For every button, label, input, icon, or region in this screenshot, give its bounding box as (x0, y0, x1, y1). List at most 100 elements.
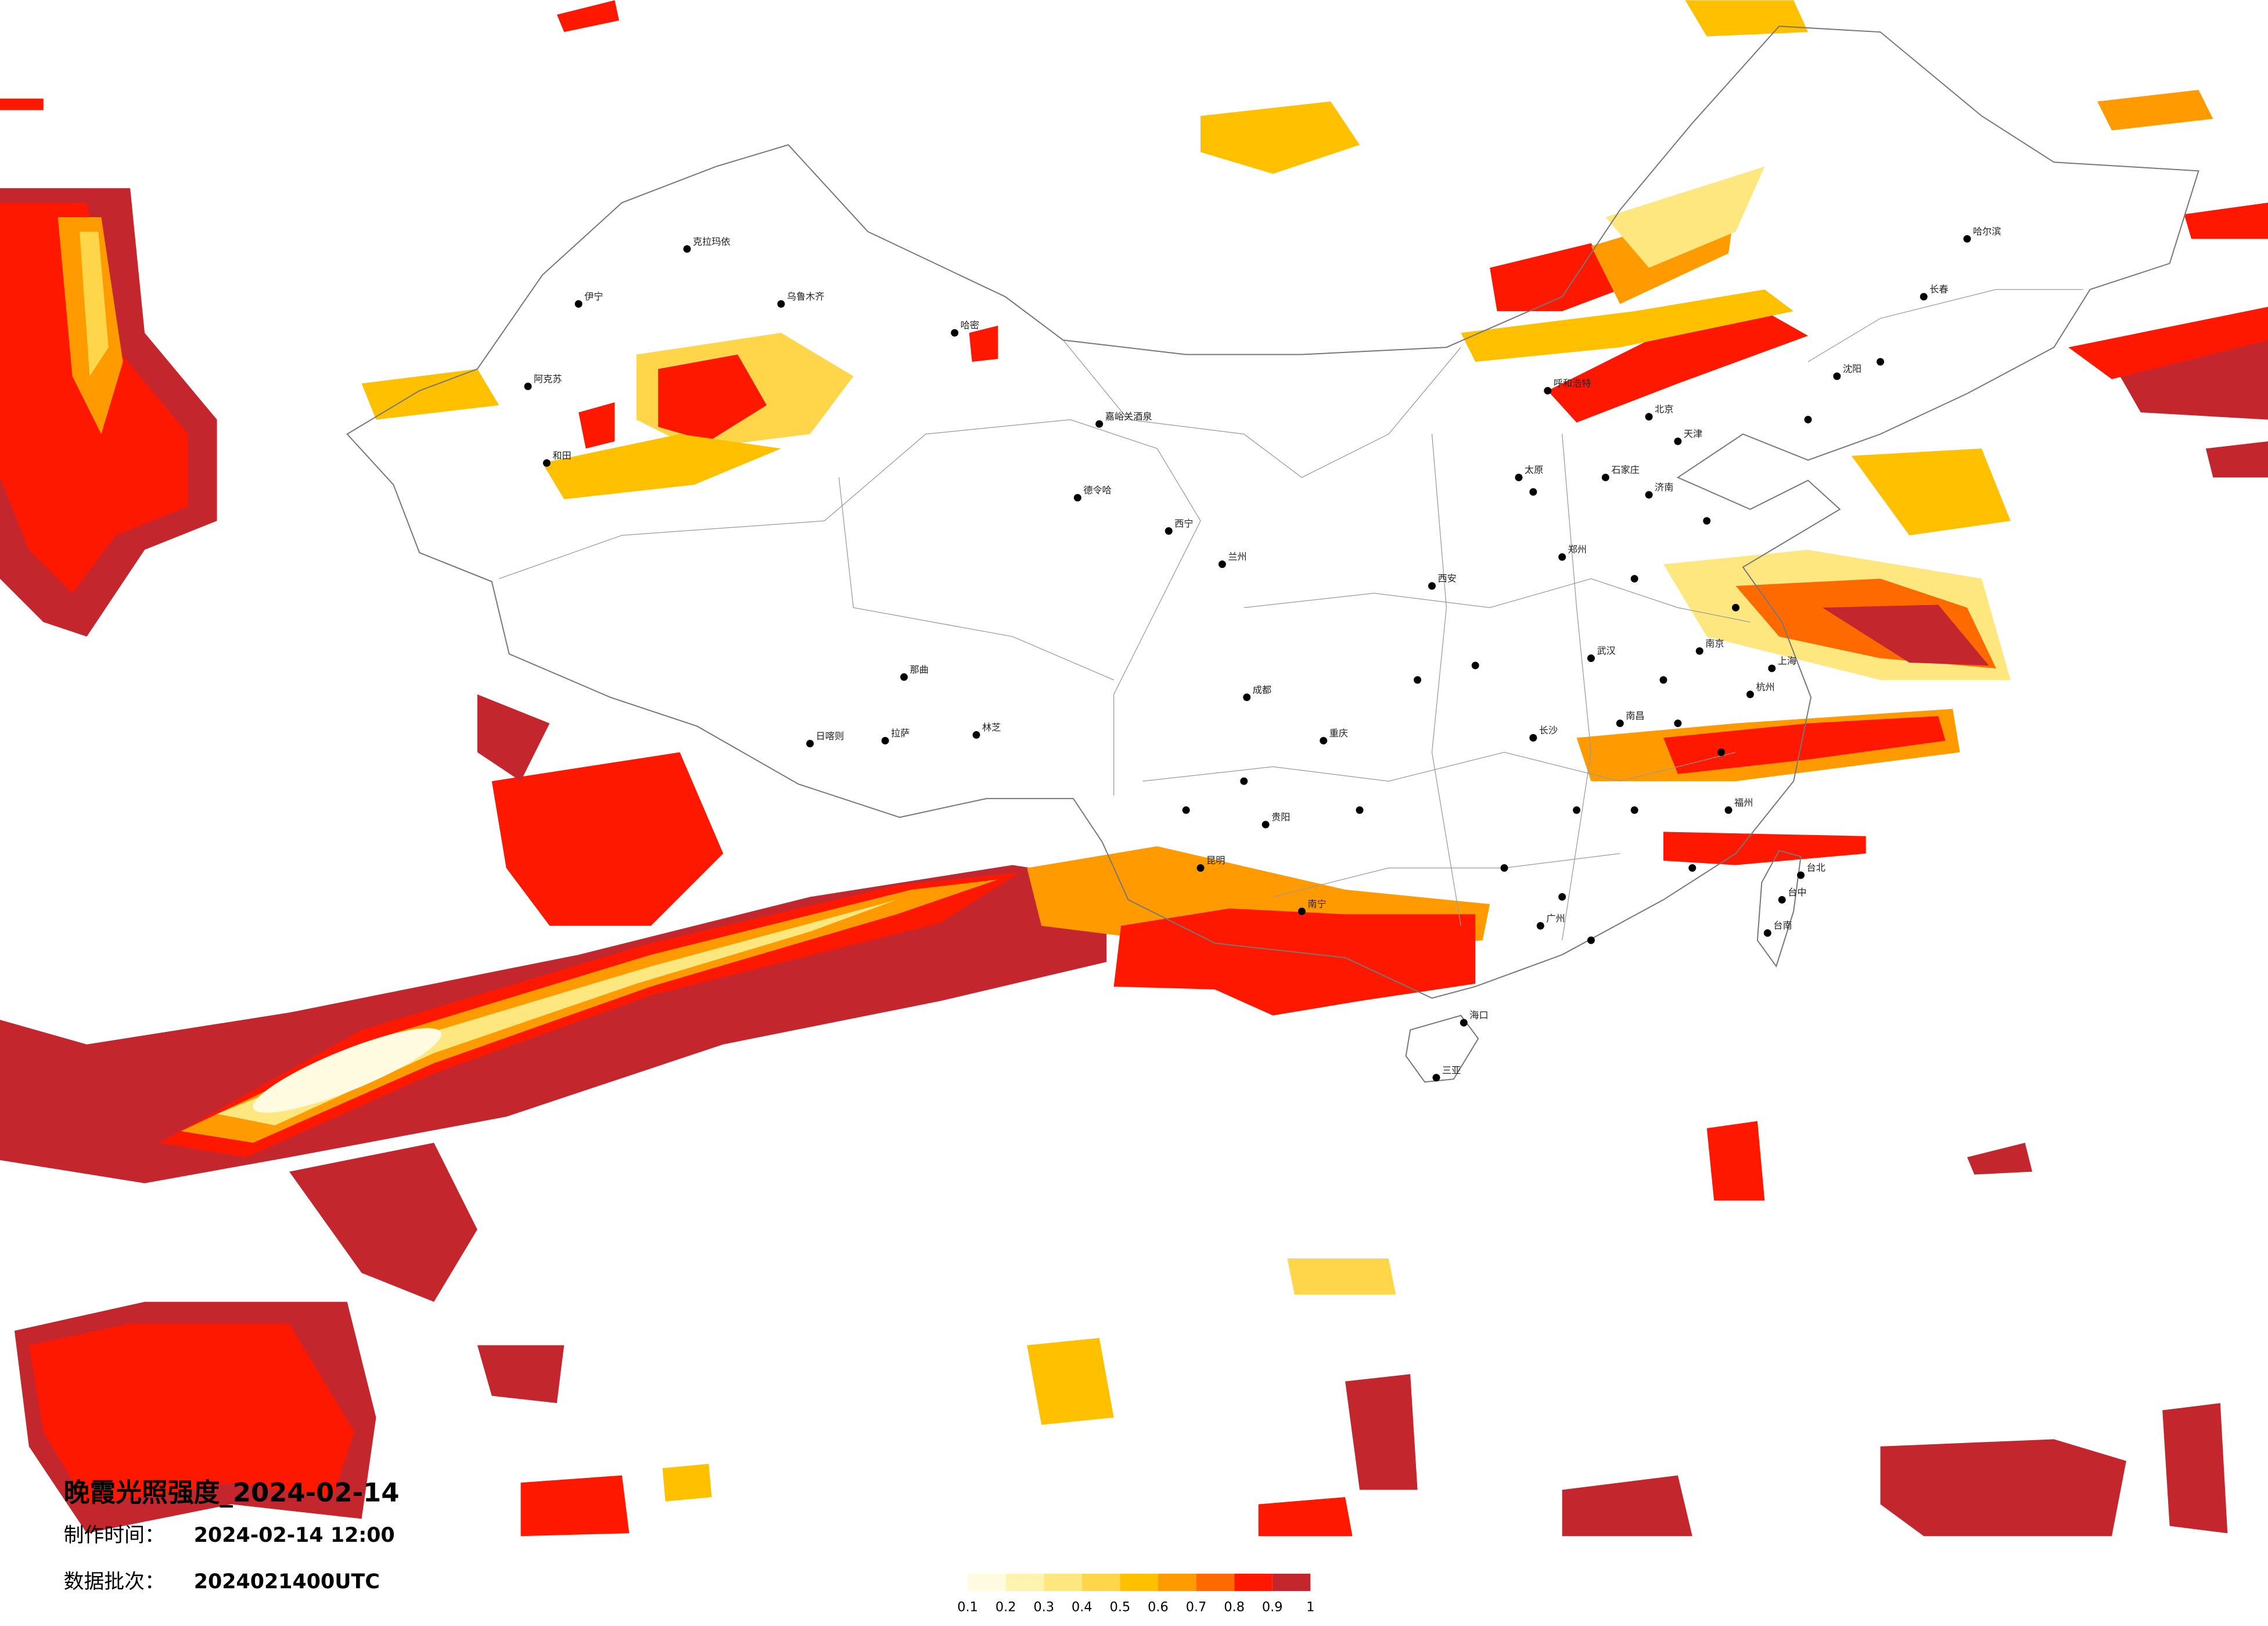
batch-label: 数据批次： (64, 1570, 165, 1593)
city-dot (1544, 387, 1552, 395)
city-dot (972, 731, 980, 739)
city-dot (1558, 893, 1566, 901)
city-label: 济南 (1655, 482, 1673, 493)
legend-tick-label: 0.1 (957, 1600, 978, 1615)
heat-patch (477, 1345, 565, 1404)
city-label: 嘉峪关酒泉 (1105, 411, 1152, 422)
heat-patch (289, 1142, 477, 1302)
city-dot (1196, 864, 1205, 872)
city-dot (1778, 895, 1786, 904)
city-dot (1587, 654, 1595, 662)
made-value: 2024-02-14 12:00 (194, 1524, 395, 1547)
city-label: 成都 (1253, 684, 1271, 695)
heat-patch (1113, 908, 1476, 1016)
city-dot (1529, 488, 1537, 496)
heat-patch (1605, 166, 1765, 268)
heat-patch (1706, 1121, 1765, 1201)
city-label: 沈阳 (1843, 363, 1861, 374)
city-dot (1616, 720, 1624, 728)
heat-patch (2068, 307, 2268, 379)
province-border (1807, 289, 2083, 362)
island-border (1756, 850, 1802, 968)
city-dot (1763, 929, 1771, 937)
city-dot (1414, 676, 1422, 684)
province-border (1431, 434, 1461, 926)
city-label: 阿克苏 (534, 373, 562, 384)
heat-patch (1461, 289, 1794, 362)
legend-tick-label: 0.9 (1262, 1600, 1283, 1615)
city-dot (900, 673, 908, 681)
city-label: 重庆 (1329, 728, 1348, 739)
city-label: 乌鲁木齐 (787, 291, 825, 302)
city-label: 福州 (1734, 797, 1753, 808)
legend-tick-label: 0.7 (1186, 1600, 1207, 1615)
heat-patch (1967, 1142, 2033, 1175)
city-label: 贵阳 (1271, 811, 1290, 822)
heat-patch (28, 1323, 355, 1505)
city-dot (542, 459, 551, 467)
heat-patch (1490, 243, 1620, 311)
heat-patch (520, 1475, 630, 1537)
legend-tick-label: 0.3 (1033, 1600, 1054, 1615)
city-dot (1500, 864, 1508, 872)
heat-patch (1345, 1374, 1418, 1490)
city-label: 长沙 (1539, 725, 1558, 736)
city-label: 哈尔滨 (1973, 226, 2001, 237)
legend-tick-label: 0.4 (1072, 1600, 1092, 1615)
city-label: 拉萨 (891, 728, 910, 739)
city-dot (1920, 293, 1928, 301)
island-border (1405, 1015, 1479, 1083)
city-dot (1356, 806, 1364, 814)
city-dot (1645, 491, 1653, 499)
city-dot (1536, 922, 1544, 930)
map-title: 晚霞光照强度_2024-02-14 (64, 1477, 400, 1508)
city-label: 南京 (1705, 638, 1724, 649)
legend-swatch (1120, 1573, 1159, 1591)
city-label: 石家庄 (1611, 465, 1640, 476)
city-label: 天津 (1684, 428, 1702, 439)
heat-patch (1880, 1439, 2126, 1537)
city-dot (1218, 560, 1226, 569)
city-dot (1746, 690, 1754, 699)
city-dot (1164, 527, 1173, 535)
legend-tick-label: 1 (1306, 1600, 1314, 1615)
city-label: 广州 (1546, 913, 1565, 924)
city-dot (1833, 372, 1841, 380)
city-dot (1601, 473, 1609, 481)
province-border (1273, 853, 1620, 898)
heat-patch (2097, 89, 2213, 131)
city-label: 海口 (1469, 1010, 1488, 1021)
city-label: 太原 (1525, 465, 1543, 476)
city-dot (777, 300, 785, 308)
city-label: 三亚 (1442, 1064, 1461, 1075)
city-dot (1768, 664, 1776, 672)
province-border (1243, 578, 1751, 623)
heat-layer (0, 0, 2268, 1537)
heat-patch (2162, 1403, 2228, 1534)
city-dot (1688, 864, 1696, 872)
province-border (498, 419, 1201, 796)
heat-patch (1027, 1338, 1114, 1425)
heat-patch (477, 694, 550, 782)
made-label: 制作时间： (64, 1524, 165, 1547)
heat-patch (253, 1028, 441, 1113)
city-dot (1320, 737, 1328, 744)
heat-patch (0, 98, 44, 110)
legend-swatch (1272, 1573, 1311, 1591)
legend-swatch (1081, 1573, 1120, 1591)
heat-patch (2184, 203, 2268, 239)
city-dot (1573, 806, 1581, 814)
city-dot (1460, 1019, 1468, 1027)
city-label: 台南 (1773, 920, 1792, 931)
legend-swatch (968, 1573, 1006, 1591)
city-label: 克拉玛依 (693, 236, 731, 247)
legend-swatch (1234, 1573, 1273, 1591)
city-label: 长春 (1929, 283, 1948, 294)
city-dot (683, 245, 691, 253)
city-dot (1558, 553, 1566, 561)
city-dot (1432, 1074, 1440, 1082)
province-border (838, 477, 1114, 681)
city-label: 北京 (1655, 404, 1673, 415)
